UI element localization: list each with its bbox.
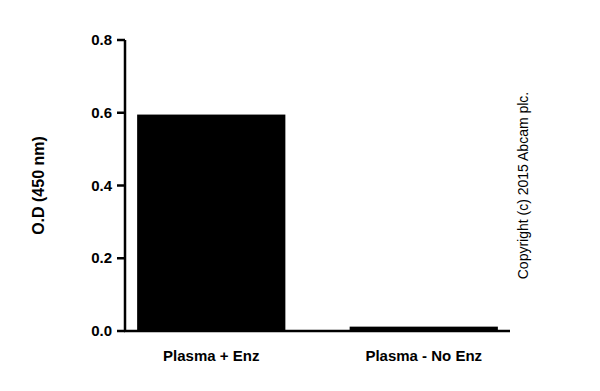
y-tick: [117, 184, 125, 187]
category-label: Plasma + Enz: [163, 347, 259, 364]
bar: [137, 115, 285, 331]
y-axis-label: O.D (450 nm): [30, 136, 47, 235]
y-tick: [117, 112, 125, 115]
y-tick: [117, 330, 125, 333]
category-label: Plasma - No Enz: [365, 347, 482, 364]
x-axis: [124, 330, 510, 333]
y-tick-label: 0.6: [91, 104, 112, 121]
annotation: Copyright (c) 2015 Abcam plc.: [515, 92, 531, 280]
chart: Plasma + Enz Plasma - No Enz 0.0 0.2 0.4 0.6 0…: [0, 0, 600, 391]
y-tick: [117, 257, 125, 260]
y-tick-label: 0.4: [91, 177, 113, 194]
y-tick-label: 0.8: [91, 31, 112, 48]
y-tick-label: 0.0: [91, 322, 112, 339]
bars: [137, 115, 498, 331]
y-tick: [117, 39, 125, 42]
y-tick-label: 0.2: [91, 249, 112, 266]
